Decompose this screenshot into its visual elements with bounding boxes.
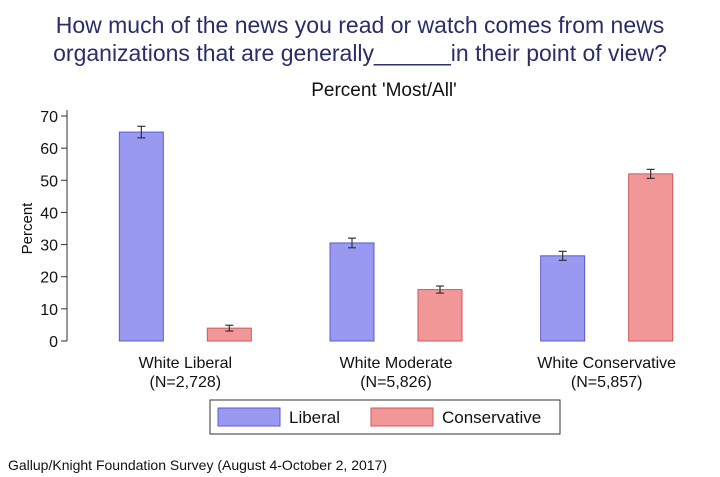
legend-swatch-conservative [370,407,434,427]
y-tick-label: 70 [40,109,58,126]
source-note: Gallup/Knight Foundation Survey (August … [8,457,387,473]
chart-title-line-2: organizations that are generally______in… [53,40,667,66]
x-category-n: (N=2,728) [150,374,222,391]
x-category-label: White Liberal [139,355,232,372]
bar-conservative-3 [628,173,674,342]
x-category-n: (N=5,857) [571,374,643,391]
chart-title-line-1: How much of the news you read or watch c… [55,12,665,38]
y-tick-label: 60 [40,141,58,158]
y-tick-label: 10 [40,302,58,319]
x-category-n: (N=5,826) [360,374,432,391]
legend-swatch-liberal [217,407,281,427]
x-category-label: White Moderate [340,355,453,372]
bar-liberal-1 [118,131,164,342]
y-tick-label: 20 [40,270,58,287]
y-tick-label: 30 [40,238,58,255]
bar-liberal-2 [329,242,375,342]
y-axis-label: Percent [19,202,36,255]
legend-label-liberal: Liberal [289,408,340,427]
x-category-label: White Conservative [537,355,676,372]
chart-subtitle: Percent 'Most/All' [311,80,457,101]
legend-label-conservative: Conservative [442,408,541,427]
bar-liberal-3 [540,255,586,342]
y-tick-label: 40 [40,205,58,222]
y-tick-label: 50 [40,173,58,190]
bar-conservative-2 [417,289,463,342]
y-tick-label: 0 [49,334,58,351]
